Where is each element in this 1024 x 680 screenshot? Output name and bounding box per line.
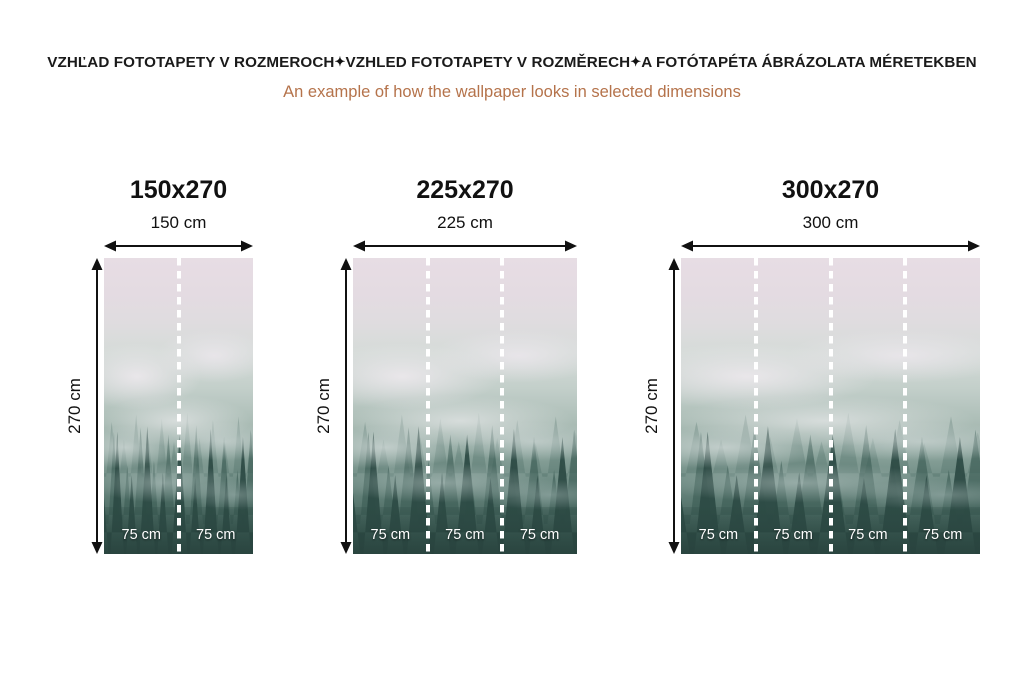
height-arrow (90, 258, 104, 554)
wallpaper-preview: 75 cm 75 cm 75 cm (353, 258, 577, 554)
panel-seam (828, 258, 833, 554)
panel-width-label: 150 cm (150, 213, 207, 232)
title-part-cz: VZHLED FOTOTAPETY V ROZMĚRECH (345, 54, 631, 71)
panel-width-label: 300 cm (802, 213, 859, 232)
panel-title: 150x270 (129, 176, 228, 204)
width-arrow (353, 239, 577, 253)
segment-label: 75 cm (121, 527, 162, 543)
segment-label: 75 cm (698, 527, 739, 543)
panel-width-label: 225 cm (437, 213, 493, 232)
panel-height-label: 270 cm (642, 378, 661, 434)
panel-title: 225x270 (416, 176, 514, 204)
page-title: VZHĽAD FOTOTAPETY V ROZMEROCH✦VZHLED FOT… (0, 52, 1024, 73)
fog-overlay (353, 258, 577, 554)
panel-seam (425, 258, 430, 554)
height-arrow (339, 258, 353, 554)
segment-label: 75 cm (848, 527, 888, 543)
size-panel-225x270: 225x270 225 cm 270 cm (295, 175, 577, 558)
height-dimension: 270 cm (295, 258, 353, 554)
panel-seam (903, 258, 908, 554)
title-part-hu: A FOTÓTAPÉTA ÁBRÁZOLATA MÉRETEKBEN (641, 54, 977, 71)
size-panel-300x270: 300x270 300 cm 270 cm (623, 175, 980, 558)
panel-seam (176, 258, 181, 554)
segment-label: 75 cm (370, 527, 411, 543)
wallpaper-preview: 75 cm 75 cm 75 cm 75 cm (681, 258, 980, 554)
panel-height-label: 270 cm (314, 378, 333, 434)
height-dimension: 270 cm (46, 258, 104, 554)
panel-seam (753, 258, 758, 554)
segment-label: 75 cm (445, 527, 485, 543)
size-panel-150x270: 150x270 150 cm 270 cm (46, 175, 253, 558)
sparkle-icon: ✦ (630, 54, 642, 69)
ground-shade (353, 506, 577, 554)
title-part-sk: VZHĽAD FOTOTAPETY V ROZMEROCH (47, 54, 335, 71)
sparkle-icon: ✦ (334, 54, 346, 69)
segment-label: 75 cm (922, 527, 963, 543)
width-arrow (104, 239, 253, 253)
panel-title: 300x270 (781, 176, 880, 204)
panel-height-label: 270 cm (65, 378, 84, 434)
segment-label: 75 cm (519, 527, 560, 543)
segment-label: 75 cm (196, 527, 236, 543)
segment-label: 75 cm (773, 527, 813, 543)
width-arrow (681, 239, 980, 253)
page-subtitle: An example of how the wallpaper looks in… (283, 83, 741, 101)
height-arrow (667, 258, 681, 554)
height-dimension: 270 cm (623, 258, 681, 554)
wallpaper-preview: 75 cm 75 cm (104, 258, 253, 554)
panel-seam (500, 258, 505, 554)
header: VZHĽAD FOTOTAPETY V ROZMEROCH✦VZHLED FOT… (0, 0, 1024, 120)
